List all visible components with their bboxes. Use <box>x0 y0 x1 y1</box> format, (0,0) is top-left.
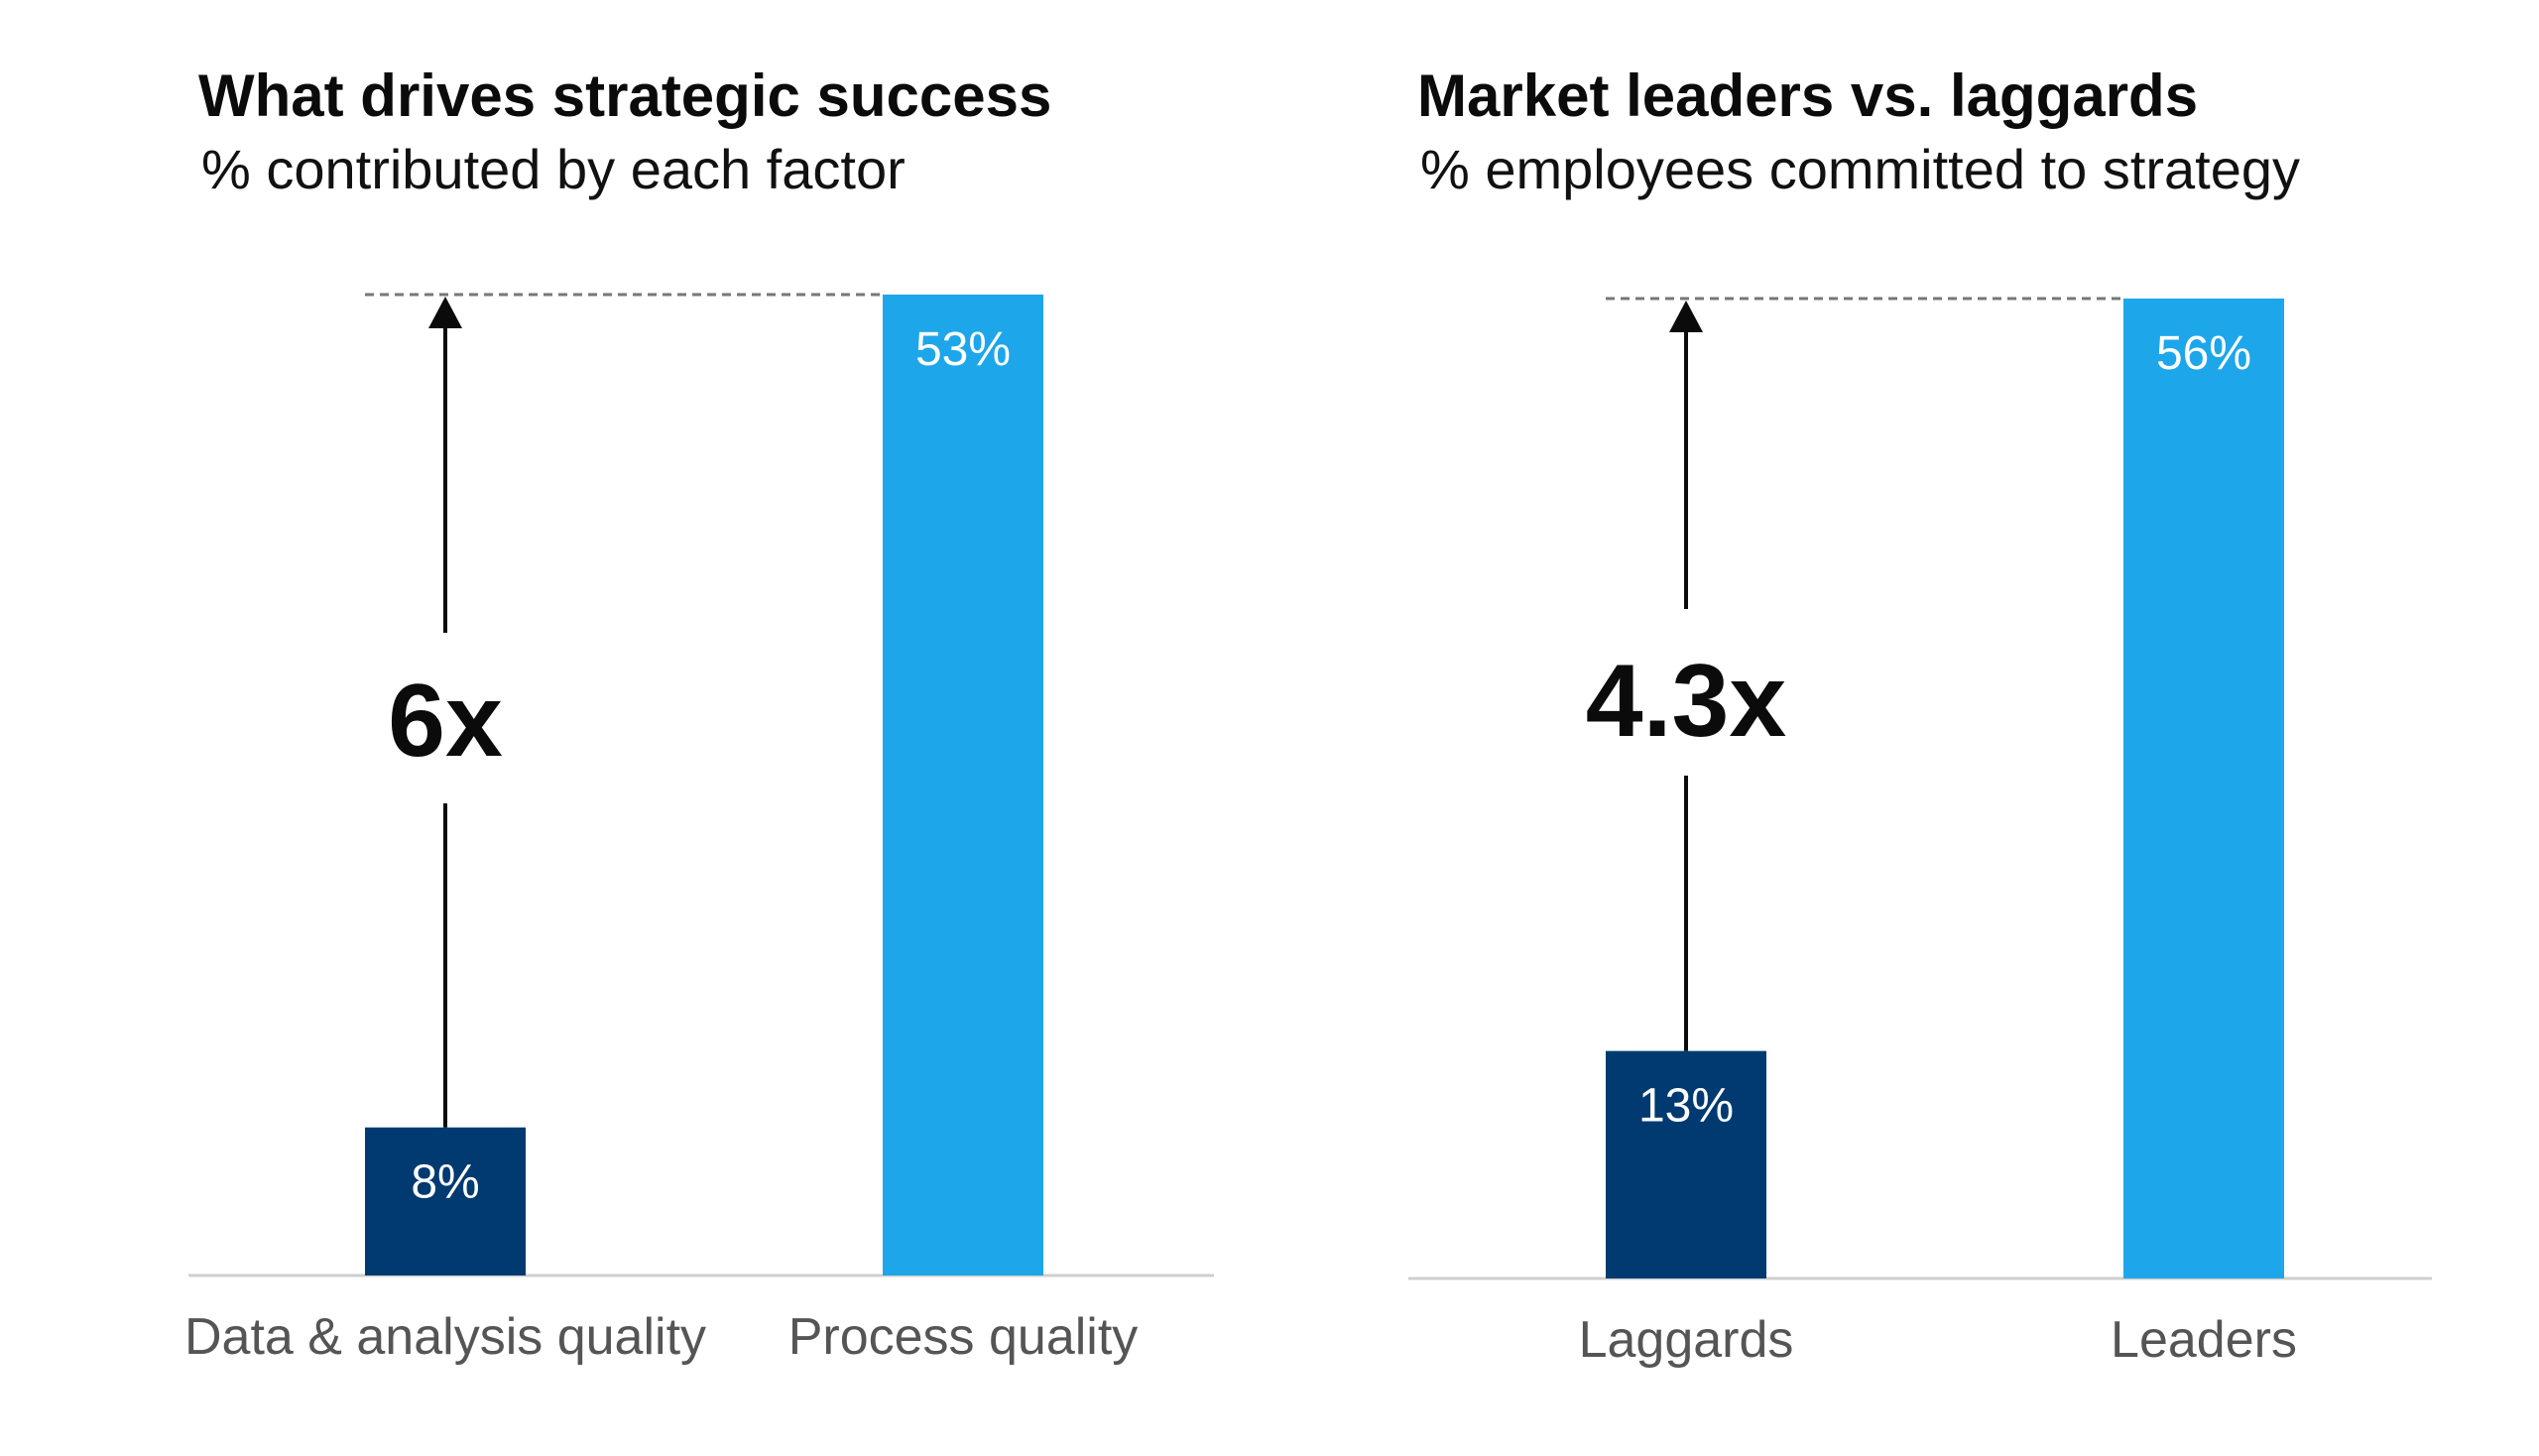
multiplier-label: 4.3x <box>1586 644 1787 759</box>
multiplier-arrow-head <box>1669 301 1703 332</box>
bar-value-label-laggards: 13% <box>1638 1080 1734 1133</box>
category-label-process-quality: Process quality <box>788 1308 1139 1366</box>
bar-leaders <box>2123 299 2284 1278</box>
category-label-leaders: Leaders <box>2111 1311 2297 1369</box>
chart-subtitle: % employees committed to strategy <box>1420 138 2301 200</box>
bar-process-quality <box>883 295 1043 1275</box>
bar-value-label-leaders: 56% <box>2156 327 2251 380</box>
category-label-laggards: Laggards <box>1579 1311 1794 1369</box>
bar-value-label-data-analysis-quality: 8% <box>411 1156 479 1209</box>
chart-subtitle: % contributed by each factor <box>201 138 906 200</box>
bar-chart-leaders-vs-laggards: 4.3x 13% 56% Laggards Leaders <box>1408 297 2432 1369</box>
bar-data-analysis-quality <box>365 1127 526 1275</box>
chart-panel-leaders-vs-laggards: Market leaders vs. laggards % employees … <box>1270 0 2539 1456</box>
bar-value-label-process-quality: 53% <box>915 323 1011 376</box>
multiplier-arrow-head <box>428 297 462 328</box>
multiplier-label: 6x <box>388 664 503 779</box>
chart-panel-strategic-success: What drives strategic success % contribu… <box>184 62 1214 1366</box>
category-label-data-analysis-quality: Data & analysis quality <box>184 1308 706 1366</box>
bar-chart-strategic-success: 6x 8% 53% Data & analysis quality Proces… <box>184 293 1214 1366</box>
chart-title: What drives strategic success <box>198 62 1052 129</box>
bar-laggards <box>1606 1050 1766 1278</box>
chart-title: Market leaders vs. laggards <box>1417 62 2199 129</box>
